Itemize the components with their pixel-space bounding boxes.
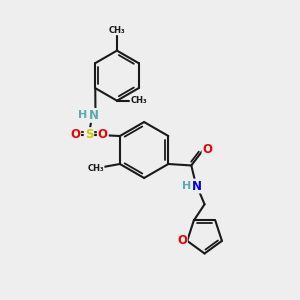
Text: N: N xyxy=(192,180,202,193)
Text: O: O xyxy=(98,128,108,141)
Text: CH₃: CH₃ xyxy=(109,26,125,34)
Text: O: O xyxy=(202,143,212,156)
Text: O: O xyxy=(177,234,187,248)
Text: S: S xyxy=(85,128,93,141)
Text: CH₃: CH₃ xyxy=(130,96,147,105)
Text: H: H xyxy=(182,181,191,191)
Text: CH₃: CH₃ xyxy=(87,164,104,173)
Text: N: N xyxy=(88,109,98,122)
Text: O: O xyxy=(70,128,80,141)
Text: H: H xyxy=(78,110,87,120)
